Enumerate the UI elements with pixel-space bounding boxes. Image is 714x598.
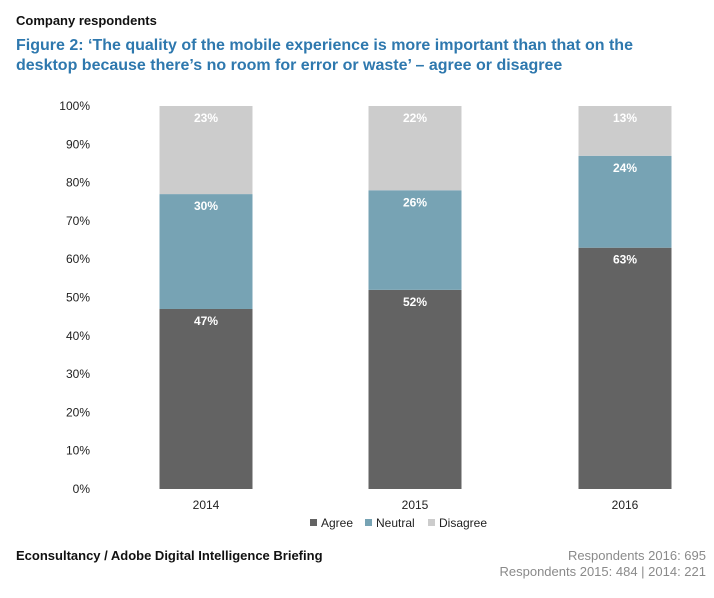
legend-label: Agree	[321, 516, 353, 530]
figure-title: Figure 2: ‘The quality of the mobile exp…	[16, 36, 696, 76]
bar-neutral-2014	[159, 194, 253, 309]
source-note: Econsultancy / Adobe Digital Intelligenc…	[16, 548, 323, 563]
data-label: 13%	[613, 111, 637, 125]
data-label: 47%	[194, 314, 218, 328]
y-tick-label: 40%	[66, 329, 90, 343]
data-label: 63%	[613, 253, 637, 267]
y-tick-label: 0%	[73, 482, 91, 496]
y-tick-label: 30%	[66, 367, 90, 381]
bar-neutral-2015	[368, 190, 462, 290]
data-label: 52%	[403, 295, 427, 309]
y-tick-label: 10%	[66, 444, 90, 458]
x-tick-label: 2014	[193, 498, 220, 512]
x-tick-label: 2016	[612, 498, 639, 512]
y-tick-label: 50%	[66, 291, 90, 305]
bar-disagree-2015	[368, 106, 462, 191]
legend-label: Neutral	[376, 516, 415, 530]
respondents-line-2: Respondents 2015: 484 | 2014: 221	[499, 564, 707, 579]
y-tick-label: 80%	[66, 176, 90, 190]
data-label: 22%	[403, 111, 427, 125]
bar-neutral-2016	[578, 155, 672, 248]
legend-swatch-agree	[310, 519, 317, 526]
bar-agree-2014	[159, 308, 253, 489]
respondents-line-1: Respondents 2016: 695	[567, 548, 706, 563]
bar-disagree-2014	[159, 106, 253, 195]
respondents-note: Respondents 2016: 695 Respondents 2015: …	[500, 548, 707, 580]
data-label: 30%	[194, 199, 218, 213]
data-label: 24%	[613, 161, 637, 175]
y-tick-label: 60%	[66, 252, 90, 266]
y-tick-label: 70%	[66, 214, 90, 228]
legend-swatch-disagree	[428, 519, 435, 526]
data-label: 26%	[403, 195, 427, 209]
data-label: 23%	[194, 111, 218, 125]
y-tick-label: 90%	[66, 137, 90, 151]
legend-swatch-neutral	[365, 519, 372, 526]
company-respondents-label: Company respondents	[16, 13, 157, 28]
y-tick-label: 100%	[59, 99, 90, 113]
figure-title-line-1: Figure 2: ‘The quality of the mobile exp…	[16, 37, 633, 54]
legend-label: Disagree	[439, 516, 487, 530]
bar-agree-2015	[368, 289, 462, 489]
x-tick-label: 2015	[402, 498, 429, 512]
y-tick-label: 20%	[66, 405, 90, 419]
bar-agree-2016	[578, 247, 672, 489]
figure-title-line-2: desktop because there’s no room for erro…	[16, 57, 563, 74]
bar-disagree-2016	[578, 106, 672, 156]
